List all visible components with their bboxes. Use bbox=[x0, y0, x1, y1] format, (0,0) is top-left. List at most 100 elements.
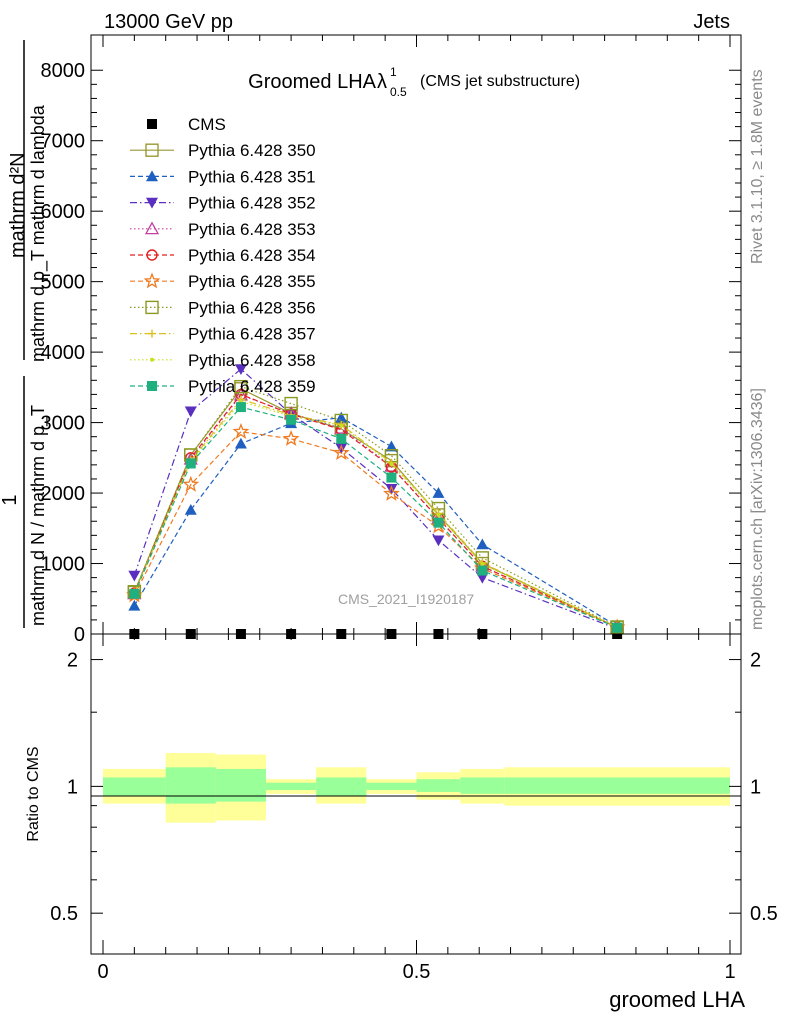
series-7-line bbox=[133, 385, 618, 628]
ratio-y-tick-label-right: 1 bbox=[750, 776, 761, 798]
series-7-point bbox=[234, 379, 248, 394]
series-6-point bbox=[332, 444, 350, 461]
legend-entry: Pythia 6.428 359 bbox=[130, 377, 316, 396]
legend-entry: Pythia 6.428 354 bbox=[130, 246, 316, 265]
legend-marker bbox=[146, 170, 158, 182]
y-tick-label: 3000 bbox=[41, 413, 86, 435]
energy-label: 13000 GeV pp bbox=[104, 11, 233, 33]
analysis-tag: CMS_2021_I1920187 bbox=[338, 591, 474, 607]
series-2-point bbox=[432, 487, 445, 498]
y-label-prefix: 1 bbox=[0, 494, 21, 505]
plot-title-lambda: λ bbox=[377, 71, 387, 93]
y-tick-label: 0 bbox=[74, 624, 85, 646]
ratio-y-label: Ratio to CMS bbox=[25, 746, 42, 841]
series-2-point bbox=[385, 440, 398, 452]
ratio-inner-band bbox=[366, 782, 417, 791]
legend-label: Pythia 6.428 356 bbox=[188, 298, 316, 317]
series-3-point bbox=[432, 535, 445, 547]
legend-marker bbox=[145, 300, 159, 315]
legend: CMS Pythia 6.428 350 Pythia 6.428 351 Pythi… bbox=[130, 115, 316, 396]
x-tick-label: 1 bbox=[724, 961, 735, 983]
legend-marker bbox=[146, 197, 158, 209]
legend-marker bbox=[148, 329, 156, 338]
legend-marker bbox=[147, 119, 157, 129]
ratio-y-tick-label: 2 bbox=[67, 650, 78, 672]
ratio-inner-band bbox=[504, 777, 730, 794]
series-3-point bbox=[335, 443, 348, 454]
legend-label: CMS bbox=[188, 115, 226, 134]
legend-label: Pythia 6.428 357 bbox=[188, 325, 316, 344]
series-6-point bbox=[383, 484, 400, 501]
ratio-bands bbox=[103, 753, 730, 823]
series-3-point bbox=[234, 364, 247, 376]
ratio-y-tick-label: 0.5 bbox=[50, 903, 78, 925]
plot-title-paren: (CMS jet substructure) bbox=[420, 73, 580, 90]
ratio-inner-band bbox=[103, 777, 166, 796]
series-2-point bbox=[128, 599, 141, 611]
main-panel: 0 1000 2000 3000 4000 5000 6000 7000 8000 Groome… bbox=[41, 34, 742, 646]
series-6-point bbox=[430, 517, 447, 534]
series-3-point bbox=[385, 484, 398, 495]
y-tick-label: 4000 bbox=[41, 342, 86, 364]
ratio-panel: 0.5 0.5 1 1 2 2 0 0.5 1 Ratio to CMS groomed LH… bbox=[25, 633, 778, 1012]
series-10-point bbox=[129, 588, 140, 599]
legend-entry: Pythia 6.428 356 bbox=[130, 298, 316, 317]
ratio-inner-band bbox=[416, 779, 461, 792]
ratio-inner-band bbox=[266, 782, 317, 791]
legend-entry: Pythia 6.428 358 bbox=[130, 351, 316, 370]
x-axis-label: groomed LHA bbox=[609, 987, 745, 1012]
legend-label: Pythia 6.428 355 bbox=[188, 272, 316, 291]
legend-label: Pythia 6.428 352 bbox=[188, 194, 316, 213]
legend-label: Pythia 6.428 351 bbox=[188, 167, 316, 186]
series-6-line bbox=[133, 431, 618, 628]
series-10-point bbox=[612, 622, 623, 633]
legend-entry: CMS bbox=[147, 115, 226, 134]
ratio-inner-band bbox=[460, 777, 505, 794]
legend-label: Pythia 6.428 354 bbox=[188, 246, 316, 265]
y-tick-label: 2000 bbox=[41, 483, 86, 505]
ratio-y-axis: 0.5 0.5 1 1 2 2 bbox=[50, 650, 778, 926]
series-9-point bbox=[339, 423, 344, 428]
y-tick-label: 7000 bbox=[41, 131, 86, 153]
series-6-point bbox=[182, 475, 200, 492]
legend-marker bbox=[146, 249, 158, 261]
series-8-line bbox=[133, 398, 618, 628]
ratio-y-tick-label-right: 2 bbox=[750, 650, 761, 672]
series-10-point bbox=[286, 414, 297, 425]
ratio-x-axis: 0 0.5 1 bbox=[97, 634, 736, 983]
y-label-den: mathrm d p_T mathrm d lambda bbox=[28, 104, 49, 362]
legend-entry: Pythia 6.428 353 bbox=[130, 220, 316, 239]
series-3-point bbox=[184, 406, 197, 418]
series-2-point bbox=[476, 538, 489, 550]
legend-marker bbox=[147, 381, 157, 391]
series-3-point bbox=[128, 570, 141, 582]
legend-marker bbox=[143, 272, 161, 289]
legend-label: Pythia 6.428 353 bbox=[188, 220, 316, 239]
ratio-inner-band bbox=[165, 767, 216, 804]
main-y-label: 1 mathrm d N / mathrm d p_T mathrm d²N m… bbox=[0, 40, 49, 628]
y-tick-label: 5000 bbox=[41, 272, 86, 294]
ratio-y-tick-label-right: 0.5 bbox=[750, 903, 778, 925]
y-label-prefix-den: mathrm d N / mathrm d p_T bbox=[28, 405, 49, 626]
plot-title: Groomed LHA bbox=[248, 71, 376, 93]
legend-entry: Pythia 6.428 357 bbox=[130, 325, 316, 344]
legend-entry: Pythia 6.428 352 bbox=[130, 194, 316, 213]
process-label: Jets bbox=[693, 11, 730, 33]
legend-marker bbox=[145, 143, 159, 157]
series-6-point bbox=[232, 422, 250, 439]
series-7-point bbox=[284, 396, 298, 411]
series-9-point bbox=[480, 562, 485, 567]
series-6-point bbox=[282, 429, 300, 446]
legend-label: Pythia 6.428 350 bbox=[188, 141, 316, 160]
series-10-point bbox=[386, 472, 397, 483]
mcplots-label: mcplots.cern.ch [arXiv:1306.3436] bbox=[749, 388, 766, 630]
y-tick-label: 6000 bbox=[41, 201, 86, 223]
x-tick-label: 0 bbox=[97, 961, 108, 983]
legend-entry: Pythia 6.428 351 bbox=[130, 167, 316, 186]
series-7-point bbox=[610, 620, 624, 634]
main-y-axis: 0 1000 2000 3000 4000 5000 6000 7000 8000 bbox=[41, 35, 741, 646]
y-tick-label: 8000 bbox=[41, 60, 86, 82]
series-2-point bbox=[234, 437, 247, 449]
ratio-inner-band bbox=[215, 768, 267, 802]
